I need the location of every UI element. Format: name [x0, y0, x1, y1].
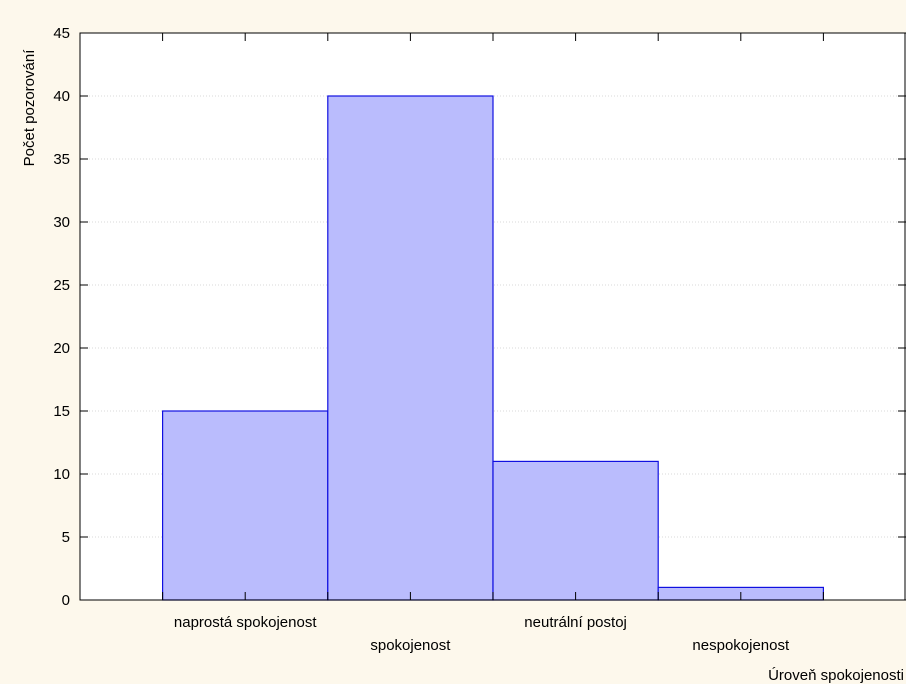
bar-1: [162, 410, 329, 601]
y-tick-label: 20: [53, 340, 70, 357]
bars: [162, 95, 825, 601]
y-tick-label: 5: [62, 529, 70, 546]
x-category-label: nespokojenost: [692, 637, 790, 654]
x-axis-ticks: naprostá spokojenost spokojenost neutrální…: [162, 33, 824, 654]
y-axis-title: Počet pozorování: [21, 49, 38, 167]
bar-3: [492, 460, 659, 601]
y-tick-label: 15: [53, 403, 70, 420]
x-category-label: spokojenost: [370, 637, 451, 654]
y-tick-label: 10: [53, 466, 70, 483]
y-tick-label: 0: [62, 592, 70, 609]
bar-2: [327, 95, 494, 601]
x-category-label: naprostá spokojenost: [174, 614, 317, 631]
y-axis-ticks: 0 5 10 15 20 25 30 35 40 45: [53, 25, 906, 609]
y-tick-label: 25: [53, 277, 70, 294]
y-tick-label: 40: [53, 88, 70, 105]
x-category-label: neutrální postoj: [524, 614, 627, 631]
y-tick-label: 45: [53, 25, 70, 42]
x-axis-title: Úroveň spokojenosti: [768, 667, 904, 684]
y-tick-label: 35: [53, 151, 70, 168]
y-tick-label: 30: [53, 214, 70, 231]
